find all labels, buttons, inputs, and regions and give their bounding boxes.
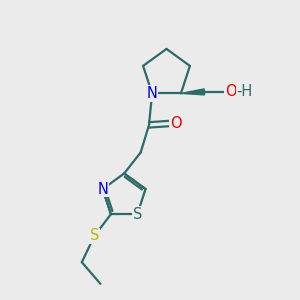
Text: S: S [90, 228, 99, 243]
Text: -H: -H [237, 84, 253, 99]
Text: O: O [225, 84, 237, 99]
Text: O: O [170, 116, 182, 131]
Polygon shape [181, 89, 205, 95]
Text: S: S [133, 207, 142, 222]
Text: N: N [147, 86, 158, 101]
Text: N: N [97, 182, 108, 196]
